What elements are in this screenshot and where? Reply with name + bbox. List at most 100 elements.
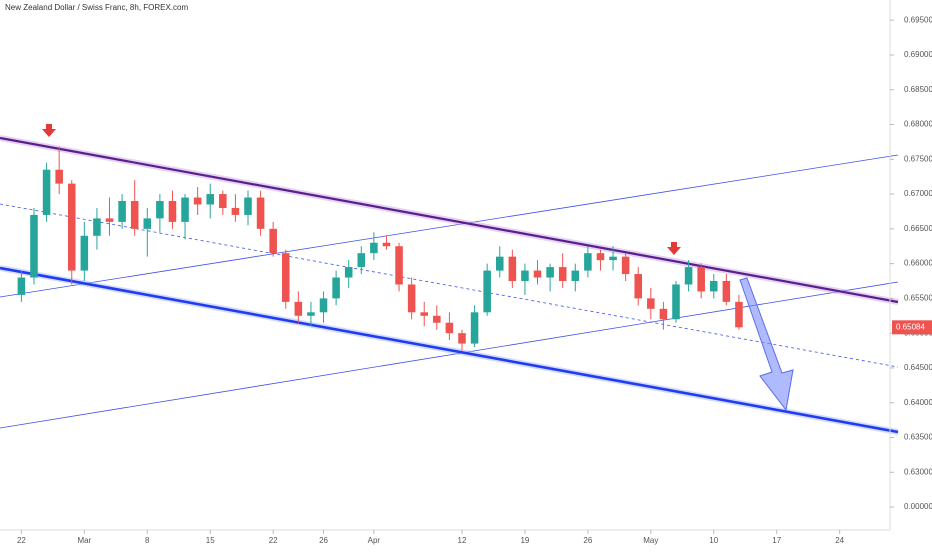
- last-price-box: [892, 320, 932, 335]
- candle-body: [621, 256, 630, 275]
- top-marker: [42, 124, 56, 137]
- candle-body: [357, 253, 366, 268]
- top-marker: [667, 242, 681, 255]
- drawings: [0, 124, 899, 435]
- candle-body: [521, 270, 529, 281]
- candle-body: [370, 242, 378, 254]
- candle-body: [344, 267, 353, 278]
- y-tick-label: 0.65500: [904, 293, 932, 302]
- support-line: [0, 266, 899, 434]
- candle-body: [193, 197, 202, 205]
- x-tick-label: 8: [145, 536, 150, 545]
- chart-title: New Zealand Dollar / Swiss Franc, 8h, FO…: [5, 3, 189, 12]
- candle-body: [219, 194, 227, 208]
- candle-body: [382, 242, 391, 247]
- y-tick-label: 0.69000: [904, 50, 932, 59]
- candle-body: [445, 322, 454, 334]
- y-tick-label: 0.69500: [904, 15, 932, 24]
- mid-channel-line: [0, 203, 899, 368]
- resistance-line: [0, 136, 899, 304]
- x-tick-label: 19: [520, 536, 529, 545]
- candle-body: [709, 280, 718, 292]
- candle-body: [67, 183, 76, 271]
- candle-body: [458, 333, 466, 344]
- candle-body: [495, 256, 504, 271]
- candle-body: [156, 201, 164, 219]
- candle-body: [80, 235, 89, 271]
- y-tick-label: 0.00000: [904, 502, 932, 511]
- candle-body: [395, 246, 403, 285]
- rising-line: [0, 281, 899, 429]
- y-tick-label: 0.68500: [904, 85, 932, 94]
- x-tick-label: 24: [835, 536, 844, 545]
- candle-body: [407, 284, 416, 313]
- x-tick-label: Mar: [77, 536, 91, 545]
- y-tick-label: 0.67000: [904, 189, 932, 198]
- candle-body: [281, 253, 290, 302]
- candle-body: [647, 298, 655, 309]
- x-tick-label: Apr: [368, 536, 381, 545]
- x-tick-label: 22: [269, 536, 278, 545]
- candle-body: [256, 197, 265, 229]
- candle-body: [17, 277, 26, 295]
- last-price-label: 0.65084: [896, 322, 925, 331]
- y-tick-label: 0.66000: [904, 259, 932, 268]
- y-tick-label: 0.63500: [904, 433, 932, 442]
- candle-body: [420, 312, 429, 316]
- candle-body: [30, 214, 38, 278]
- candle-body: [558, 267, 567, 281]
- candle-body: [596, 253, 605, 261]
- candle-body: [533, 270, 542, 278]
- candle-body: [433, 315, 441, 323]
- candle-body: [332, 277, 340, 299]
- candle-body: [584, 253, 592, 271]
- candle-body: [672, 284, 680, 320]
- candle-body: [143, 218, 152, 229]
- y-tick-label: 0.64500: [904, 363, 932, 372]
- candle-body: [42, 169, 51, 215]
- candle-body: [244, 197, 252, 215]
- candle-body: [483, 270, 491, 313]
- x-tick-label: 10: [709, 536, 718, 545]
- x-tick-label: 26: [583, 536, 592, 545]
- candle-body: [130, 201, 139, 229]
- candle-body: [307, 312, 315, 316]
- candle-body: [269, 228, 277, 254]
- y-tick-label: 0.64000: [904, 398, 932, 407]
- candle-body: [55, 169, 63, 184]
- y-tick-label: 0.68000: [904, 120, 932, 129]
- candle-body: [231, 207, 240, 215]
- x-tick-label: 15: [206, 536, 215, 545]
- candle-body: [571, 270, 580, 281]
- candle-body: [168, 201, 177, 222]
- forecast-arrow: [739, 277, 794, 412]
- candle-body: [206, 194, 215, 205]
- candle-body: [722, 280, 731, 302]
- candle-body: [181, 197, 189, 222]
- y-tick-label: 0.63000: [904, 467, 932, 476]
- candle-body: [93, 218, 101, 236]
- x-tick-label: 12: [458, 536, 467, 545]
- y-tick-label: 0.66500: [904, 224, 932, 233]
- candle-body: [470, 312, 479, 344]
- candle-body: [294, 301, 303, 316]
- y-tick-label: 0.67500: [904, 154, 932, 163]
- candle-body: [319, 298, 328, 313]
- rising-line: [0, 154, 899, 298]
- candle-body: [508, 256, 517, 281]
- x-tick-label: 22: [17, 536, 26, 545]
- candle-body: [609, 256, 617, 261]
- candle-body: [105, 218, 114, 222]
- candle-body: [684, 267, 693, 285]
- candle-body: [697, 267, 705, 292]
- x-tick-label: 26: [319, 536, 328, 545]
- x-tick-label: May: [643, 536, 658, 545]
- candle-body: [634, 274, 643, 299]
- candle-body: [118, 201, 126, 222]
- candle-body: [735, 301, 743, 328]
- candle-body: [659, 308, 668, 320]
- candle-body: [546, 267, 554, 278]
- x-tick-label: 17: [772, 536, 781, 545]
